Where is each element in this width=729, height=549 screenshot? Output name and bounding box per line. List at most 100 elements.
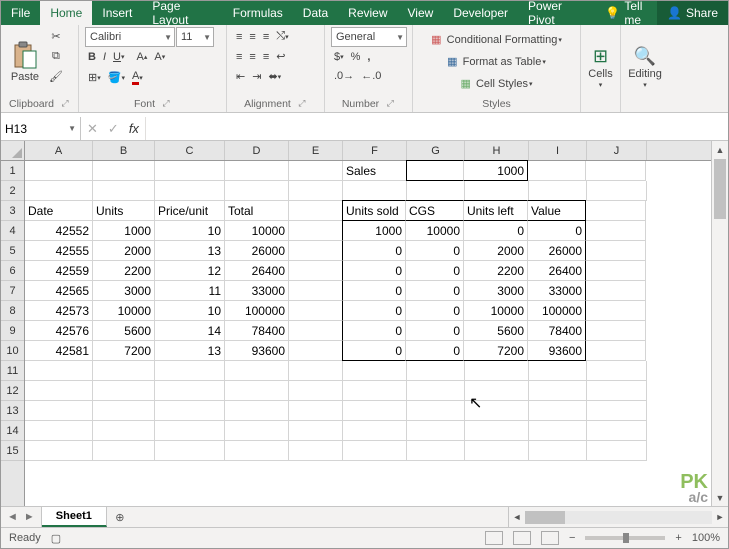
cell-G7[interactable]: 0 (406, 281, 464, 301)
cell-J9[interactable] (586, 321, 646, 341)
add-sheet-button[interactable]: ⊕ (107, 507, 133, 527)
cell-D7[interactable]: 33000 (225, 281, 289, 301)
conditional-formatting-button[interactable]: ▦ Conditional Formatting▾ (419, 30, 574, 49)
cell-G6[interactable]: 0 (406, 261, 464, 281)
cell-J6[interactable] (586, 261, 646, 281)
cell-F9[interactable]: 0 (342, 321, 406, 341)
comma-button[interactable]: , (364, 48, 373, 66)
cell-A2[interactable] (25, 181, 93, 201)
cell-C6[interactable]: 12 (155, 261, 225, 281)
cell-I6[interactable]: 26400 (528, 261, 586, 281)
cell-J11[interactable] (587, 361, 647, 381)
underline-button[interactable]: U▾ (110, 48, 127, 66)
cell-I5[interactable]: 26000 (528, 241, 586, 261)
tab-file[interactable]: File (1, 1, 40, 25)
cell-I1[interactable] (528, 161, 586, 181)
font-size-combo[interactable]: 11▼ (176, 27, 214, 47)
formula-input[interactable] (146, 117, 728, 140)
cell-B7[interactable]: 3000 (93, 281, 155, 301)
cell-D3[interactable]: Total (225, 201, 289, 221)
cell-C5[interactable]: 13 (155, 241, 225, 261)
borders-button[interactable]: ⊞▾ (85, 68, 104, 87)
cell-H3[interactable]: Units left (464, 200, 528, 221)
cell-H13[interactable] (465, 401, 529, 421)
merge-button[interactable]: ⬌▾ (265, 67, 284, 86)
cell-C7[interactable]: 11 (155, 281, 225, 301)
cell-A1[interactable] (25, 161, 93, 181)
cell-C15[interactable] (155, 441, 225, 461)
italic-button[interactable]: I (100, 48, 109, 66)
row-header-4[interactable]: 4 (1, 221, 24, 241)
cell-H1[interactable]: 1000 (464, 160, 528, 181)
cell-D2[interactable] (225, 181, 289, 201)
cell-F6[interactable]: 0 (342, 261, 406, 281)
zoom-level[interactable]: 100% (692, 532, 720, 544)
cells-button[interactable]: ⊞Cells▾ (585, 43, 615, 92)
cell-G13[interactable] (407, 401, 465, 421)
cell-A15[interactable] (25, 441, 93, 461)
row-header-10[interactable]: 10 (1, 341, 24, 361)
sheet-nav-next-icon[interactable]: ► (24, 511, 35, 523)
cell-A5[interactable]: 42555 (25, 241, 93, 261)
row-header-8[interactable]: 8 (1, 301, 24, 321)
cell-D11[interactable] (225, 361, 289, 381)
column-header-F[interactable]: F (343, 141, 407, 160)
cell-B9[interactable]: 5600 (93, 321, 155, 341)
cell-F3[interactable]: Units sold (342, 200, 406, 221)
cell-H10[interactable]: 7200 (464, 341, 528, 361)
bold-button[interactable]: B (85, 48, 99, 66)
cell-J4[interactable] (586, 221, 646, 241)
vertical-scrollbar[interactable]: ▲ ▼ (711, 141, 728, 506)
cell-I7[interactable]: 33000 (528, 281, 586, 301)
cell-E9[interactable] (289, 321, 343, 341)
shrink-font-button[interactable]: A▾ (151, 48, 168, 66)
increase-decimal-button[interactable]: .0→ (331, 67, 357, 85)
cell-E10[interactable] (289, 341, 343, 361)
paste-button[interactable]: Paste (7, 27, 43, 96)
cell-D9[interactable]: 78400 (225, 321, 289, 341)
row-header-3[interactable]: 3 (1, 201, 24, 221)
cell-G9[interactable]: 0 (406, 321, 464, 341)
cell-D13[interactable] (225, 401, 289, 421)
cell-H15[interactable] (465, 441, 529, 461)
row-header-5[interactable]: 5 (1, 241, 24, 261)
name-box[interactable]: H13▼ (1, 117, 81, 140)
tab-home[interactable]: Home (40, 1, 92, 25)
align-right-button[interactable]: ≡ (260, 48, 272, 66)
cell-J15[interactable] (587, 441, 647, 461)
cell-F14[interactable] (343, 421, 407, 441)
cell-I4[interactable]: 0 (528, 221, 586, 241)
cell-E7[interactable] (289, 281, 343, 301)
cell-H11[interactable] (465, 361, 529, 381)
format-as-table-button[interactable]: ▦ Format as Table▾ (419, 52, 574, 71)
decrease-indent-button[interactable]: ⇤ (233, 67, 248, 86)
grow-font-button[interactable]: A▴ (133, 48, 150, 66)
cell-H12[interactable] (465, 381, 529, 401)
cell-C8[interactable]: 10 (155, 301, 225, 321)
cell-F8[interactable]: 0 (342, 301, 406, 321)
cell-B14[interactable] (93, 421, 155, 441)
row-header-11[interactable]: 11 (1, 361, 24, 381)
sheet-tab-sheet1[interactable]: Sheet1 (42, 507, 107, 527)
tab-insert[interactable]: Insert (92, 1, 142, 25)
cell-D4[interactable]: 10000 (225, 221, 289, 241)
cell-E5[interactable] (289, 241, 343, 261)
cell-C10[interactable]: 13 (155, 341, 225, 361)
cell-C2[interactable] (155, 181, 225, 201)
cell-G2[interactable] (407, 181, 465, 201)
cell-B6[interactable]: 2200 (93, 261, 155, 281)
column-header-B[interactable]: B (93, 141, 155, 160)
cell-styles-button[interactable]: ▦ Cell Styles▾ (419, 74, 574, 93)
tab-power-pivot[interactable]: Power Pivot (518, 1, 595, 25)
row-header-15[interactable]: 15 (1, 441, 24, 461)
cell-C14[interactable] (155, 421, 225, 441)
row-header-7[interactable]: 7 (1, 281, 24, 301)
cell-I11[interactable] (529, 361, 587, 381)
cell-G11[interactable] (407, 361, 465, 381)
cell-F13[interactable] (343, 401, 407, 421)
cell-I13[interactable] (529, 401, 587, 421)
cell-E1[interactable] (289, 161, 343, 181)
column-header-H[interactable]: H (465, 141, 529, 160)
column-header-D[interactable]: D (225, 141, 289, 160)
cell-F4[interactable]: 1000 (342, 221, 406, 241)
